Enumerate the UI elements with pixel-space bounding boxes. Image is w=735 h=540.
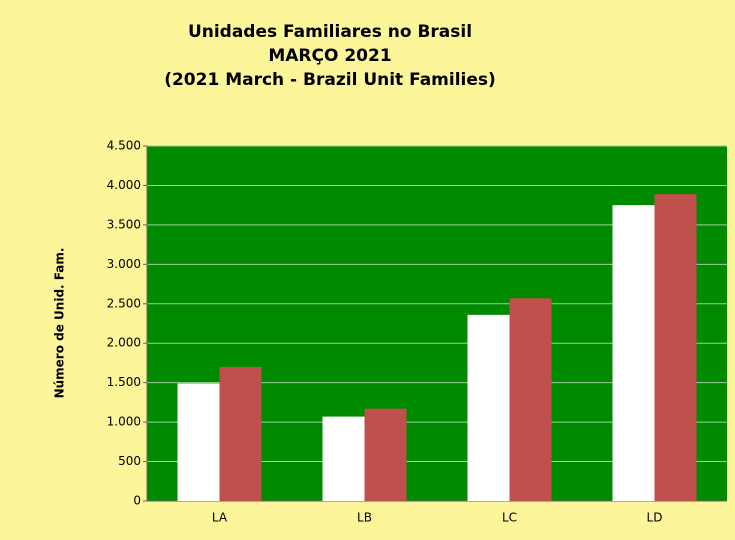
y-tick-label: 4.500 [107, 139, 141, 153]
y-tick-label: 2.000 [107, 336, 141, 350]
bar [509, 298, 552, 501]
x-tick-label: LB [357, 511, 372, 525]
y-tick-label: 500 [118, 454, 141, 468]
y-axis-title: Número de Unid. Fam. [53, 248, 67, 399]
x-tick-label: LD [647, 511, 663, 525]
bar [467, 314, 510, 501]
bar [612, 205, 655, 501]
chart-title: MARÇO 2021 [268, 46, 391, 66]
y-tick-label: 4.000 [107, 178, 141, 192]
chart-title: Unidades Familiares no Brasil [188, 22, 472, 42]
chart-title: (2021 March - Brazil Unit Families) [164, 70, 496, 90]
bar [654, 194, 697, 501]
x-tick-label: LA [212, 511, 228, 525]
bar [364, 408, 407, 501]
bar [322, 416, 365, 501]
bar [219, 366, 262, 501]
y-tick-label: 3.500 [107, 217, 141, 231]
y-tick-label: 0 [133, 494, 141, 508]
y-tick-label: 1.000 [107, 415, 141, 429]
y-tick-label: 3.000 [107, 257, 141, 271]
x-tick-label: LC [502, 511, 517, 525]
y-tick-label: 2.500 [107, 296, 141, 310]
bar [177, 383, 220, 501]
y-tick-label: 1.500 [107, 375, 141, 389]
